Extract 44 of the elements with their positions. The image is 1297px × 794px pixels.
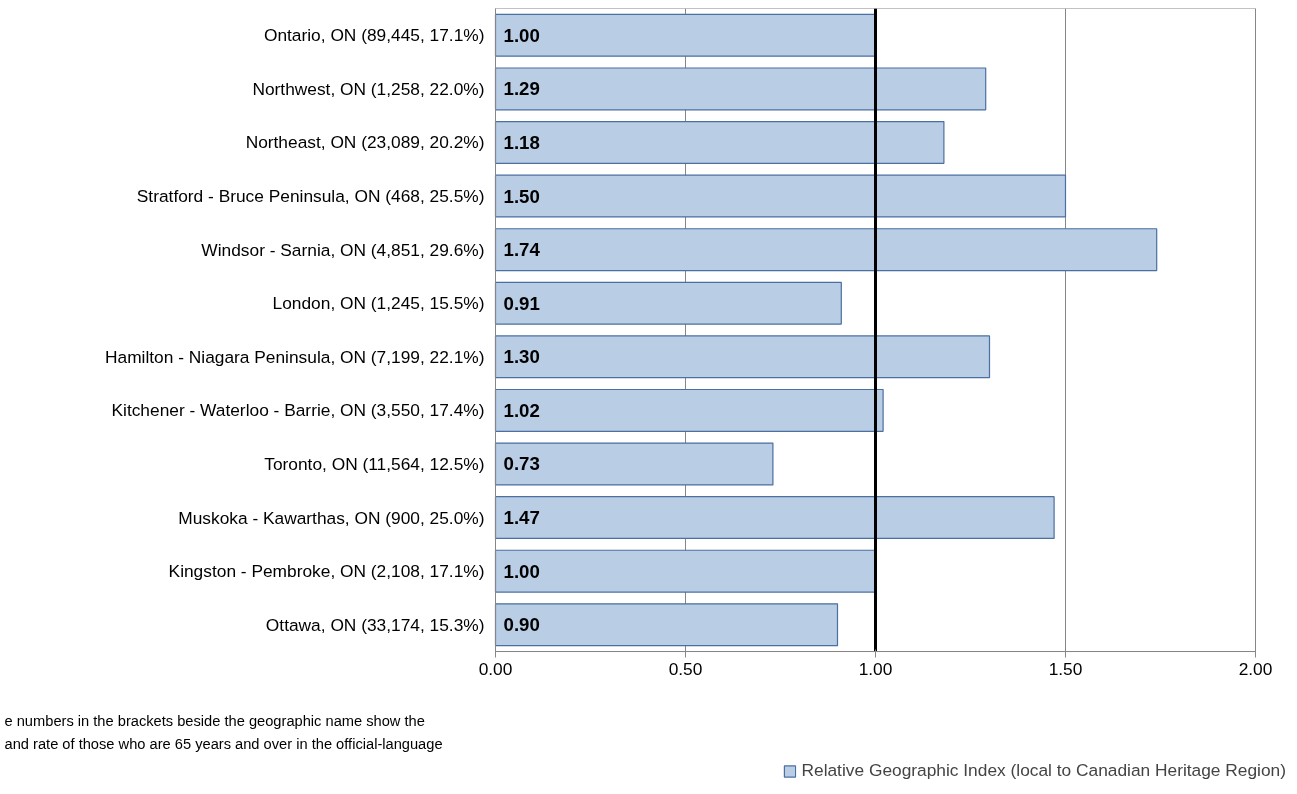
x-tick-label: 1.00 — [858, 658, 893, 679]
x-tick-label: 0.50 — [668, 658, 703, 679]
bar — [494, 496, 1055, 540]
y-tick-label: Northeast, ON (23,089, 20.2%) — [245, 132, 485, 153]
bar — [494, 174, 1067, 218]
data-label: 1.18 — [503, 131, 540, 153]
data-label: 1.30 — [503, 346, 540, 368]
y-tick-label: Muskoka - Kawarthas, ON (900, 25.0%) — [178, 507, 485, 528]
data-label: 0.73 — [503, 453, 540, 475]
legend-label: Relative Geographic Index (local to Canadian Heritage Region) — [801, 760, 1286, 781]
bar — [494, 67, 987, 111]
y-tick-label: Windsor - Sarnia, ON (4,851, 29.6%) — [201, 239, 485, 260]
data-label: 1.00 — [503, 24, 540, 46]
bar — [494, 388, 884, 432]
bar — [494, 120, 945, 164]
y-tick-label: Hamilton - Niagara Peninsula, ON (7,199, 22.1%) — [105, 346, 485, 367]
x-tick-label: 1.50 — [1048, 658, 1083, 679]
bar — [494, 13, 877, 57]
y-tick-label: Ottawa, ON (33,174, 15.3%) — [265, 614, 485, 635]
data-label: 1.29 — [503, 78, 540, 100]
data-label: 1.00 — [503, 560, 540, 582]
text: and rate of those who are 65 years and over in the official-language — [4, 735, 443, 752]
y-tick-label: Kitchener - Waterloo - Barrie, ON (3,550, 17.4%) — [111, 400, 485, 421]
bar — [494, 603, 839, 647]
data-label: 1.74 — [503, 239, 541, 261]
data-label: 1.47 — [503, 507, 540, 529]
data-label: 1.50 — [503, 185, 540, 207]
text: e numbers in the brackets beside the geographic name show the — [4, 713, 425, 730]
y-tick-label: Toronto, ON (11,564, 12.5%) — [264, 453, 485, 474]
bar — [494, 228, 1158, 272]
y-tick-label: Stratford - Bruce Peninsula, ON (468, 25.5%) — [136, 186, 485, 207]
bar — [494, 281, 842, 325]
data-label: 0.91 — [503, 292, 540, 314]
y-tick-label: London, ON (1,245, 15.5%) — [272, 293, 485, 314]
y-tick-label: Ontario, ON (89,445, 17.1%) — [263, 25, 485, 46]
bar — [494, 442, 774, 486]
y-tick-label: Kingston - Pembroke, ON (2,108, 17.1%) — [168, 561, 485, 582]
y-tick-label: Northwest, ON (1,258, 22.0%) — [252, 78, 485, 99]
x-tick-label: 0.00 — [478, 658, 513, 679]
bar — [494, 549, 877, 593]
data-label: 1.02 — [503, 399, 540, 421]
bar — [494, 335, 991, 379]
data-label: 0.90 — [503, 614, 540, 636]
x-tick-label: 2.00 — [1238, 658, 1273, 679]
